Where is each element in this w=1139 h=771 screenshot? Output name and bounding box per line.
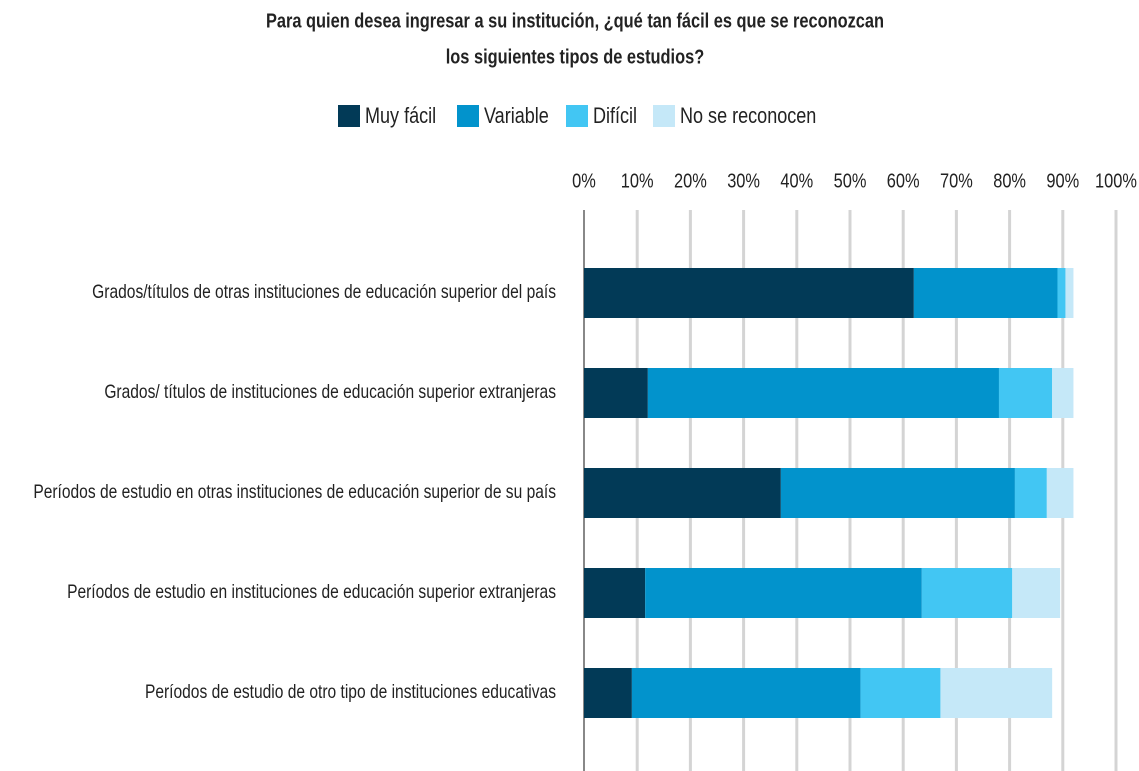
x-tick-label: 60% <box>887 169 920 192</box>
bar-segment <box>584 668 632 718</box>
bar-segment <box>1014 468 1047 518</box>
category-label: Grados/ títulos de instituciones de educ… <box>104 381 556 403</box>
x-tick-label: 20% <box>674 169 707 192</box>
bar-segment <box>998 368 1053 418</box>
bar-segment <box>1012 568 1061 618</box>
category-label: Grados/títulos de otras instituciones de… <box>92 281 556 303</box>
bar-segment <box>1057 268 1066 318</box>
x-tick-label: 10% <box>621 169 654 192</box>
x-tick-label: 90% <box>1046 169 1079 192</box>
legend-label: Muy fácil <box>365 104 436 128</box>
bar-segment <box>1052 368 1074 418</box>
legend-label: No se reconocen <box>680 104 816 128</box>
bar-segment <box>631 668 861 718</box>
bar-segment <box>1046 468 1074 518</box>
bar-segment <box>584 268 914 318</box>
legend-swatch <box>457 105 479 127</box>
legend-swatch <box>566 105 588 127</box>
legend-label: Difícil <box>593 104 637 128</box>
category-label: Períodos de estudio en otras institucion… <box>33 481 556 503</box>
category-label: Períodos de estudio de otro tipo de inst… <box>145 681 556 703</box>
bar-segment <box>647 368 999 418</box>
x-tick-label: 30% <box>727 169 760 192</box>
bar-segment <box>780 468 1015 518</box>
bar-segment <box>645 568 922 618</box>
chart-title: Para quien desea ingresar a su instituci… <box>266 9 884 32</box>
legend-label: Variable <box>484 104 549 128</box>
x-tick-label: 80% <box>993 169 1026 192</box>
bar-segment <box>1065 268 1074 318</box>
bar-segment <box>584 468 781 518</box>
x-tick-label: 40% <box>780 169 813 192</box>
bar-segment <box>860 668 941 718</box>
bar-segment <box>913 268 1058 318</box>
x-tick-label: 70% <box>940 169 973 192</box>
x-tick-label: 100% <box>1095 169 1137 192</box>
x-tick-label: 0% <box>572 169 596 192</box>
chart-title: los siguientes tipos de estudios? <box>446 45 704 68</box>
x-tick-label: 50% <box>834 169 867 192</box>
legend-swatch <box>653 105 675 127</box>
bar-segment <box>584 568 646 618</box>
bar-segment <box>584 368 648 418</box>
category-label: Períodos de estudio en instituciones de … <box>67 581 556 603</box>
legend-swatch <box>338 105 360 127</box>
bar-segment <box>921 568 1013 618</box>
bar-segment <box>940 668 1053 718</box>
